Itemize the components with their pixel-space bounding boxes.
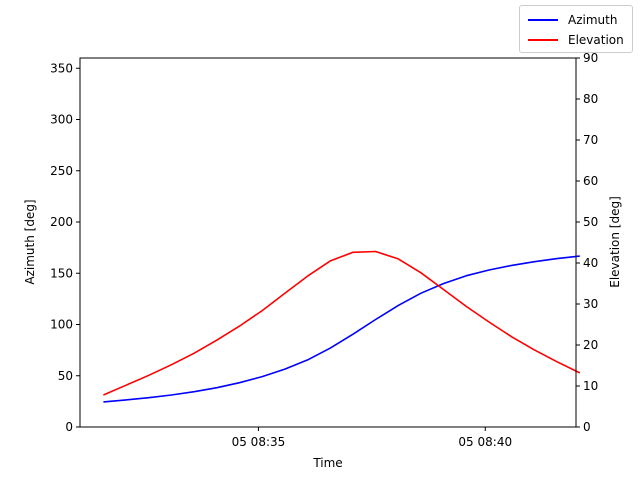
right-tick-label: 50 [583,215,598,229]
left-y-axis-label: Azimuth [deg] [23,199,37,284]
left-tick-label: 350 [50,61,73,75]
right-tick-label: 60 [583,174,598,188]
right-tick-label: 20 [583,338,598,352]
right-tick-label: 10 [583,379,598,393]
left-tick-label: 300 [50,113,73,127]
right-tick-label: 70 [583,133,598,147]
right-tick-label: 80 [583,92,598,106]
legend-label-azimuth: Azimuth [568,13,618,27]
x-tick-label: 05 08:40 [458,435,512,449]
series-layer [103,250,581,403]
left-tick-label: 200 [50,215,73,229]
right-tick-label: 90 [583,51,598,65]
left-y-axis: 0 50 100 150 200 250 300 350 [50,61,80,434]
legend-swatch-azimuth [528,19,558,21]
right-tick-label: 40 [583,256,598,270]
legend-entry-azimuth: Azimuth [520,12,617,28]
legend: Azimuth Elevation [519,5,633,53]
series-line-elevation [103,250,581,396]
x-axis: 05 08:35 05 08:40 [232,427,512,449]
plot-frame [79,57,577,428]
right-tick-label: 0 [583,420,591,434]
left-tick-label: 100 [50,318,73,332]
legend-entry-elevation: Elevation [520,32,624,48]
legend-label-elevation: Elevation [568,33,624,47]
x-tick-label: 05 08:35 [232,435,286,449]
series-line-azimuth [103,255,580,403]
left-tick-label: 250 [50,164,73,178]
left-tick-label: 50 [58,369,73,383]
left-tick-label: 150 [50,266,73,280]
left-tick-label: 0 [65,420,73,434]
right-y-axis-label: Elevation [deg] [608,196,622,288]
right-y-axis: 0 10 20 30 40 50 60 70 80 90 [576,51,598,434]
x-axis-label: Time [312,456,342,470]
legend-swatch-elevation [528,39,558,41]
right-tick-label: 30 [583,297,598,311]
